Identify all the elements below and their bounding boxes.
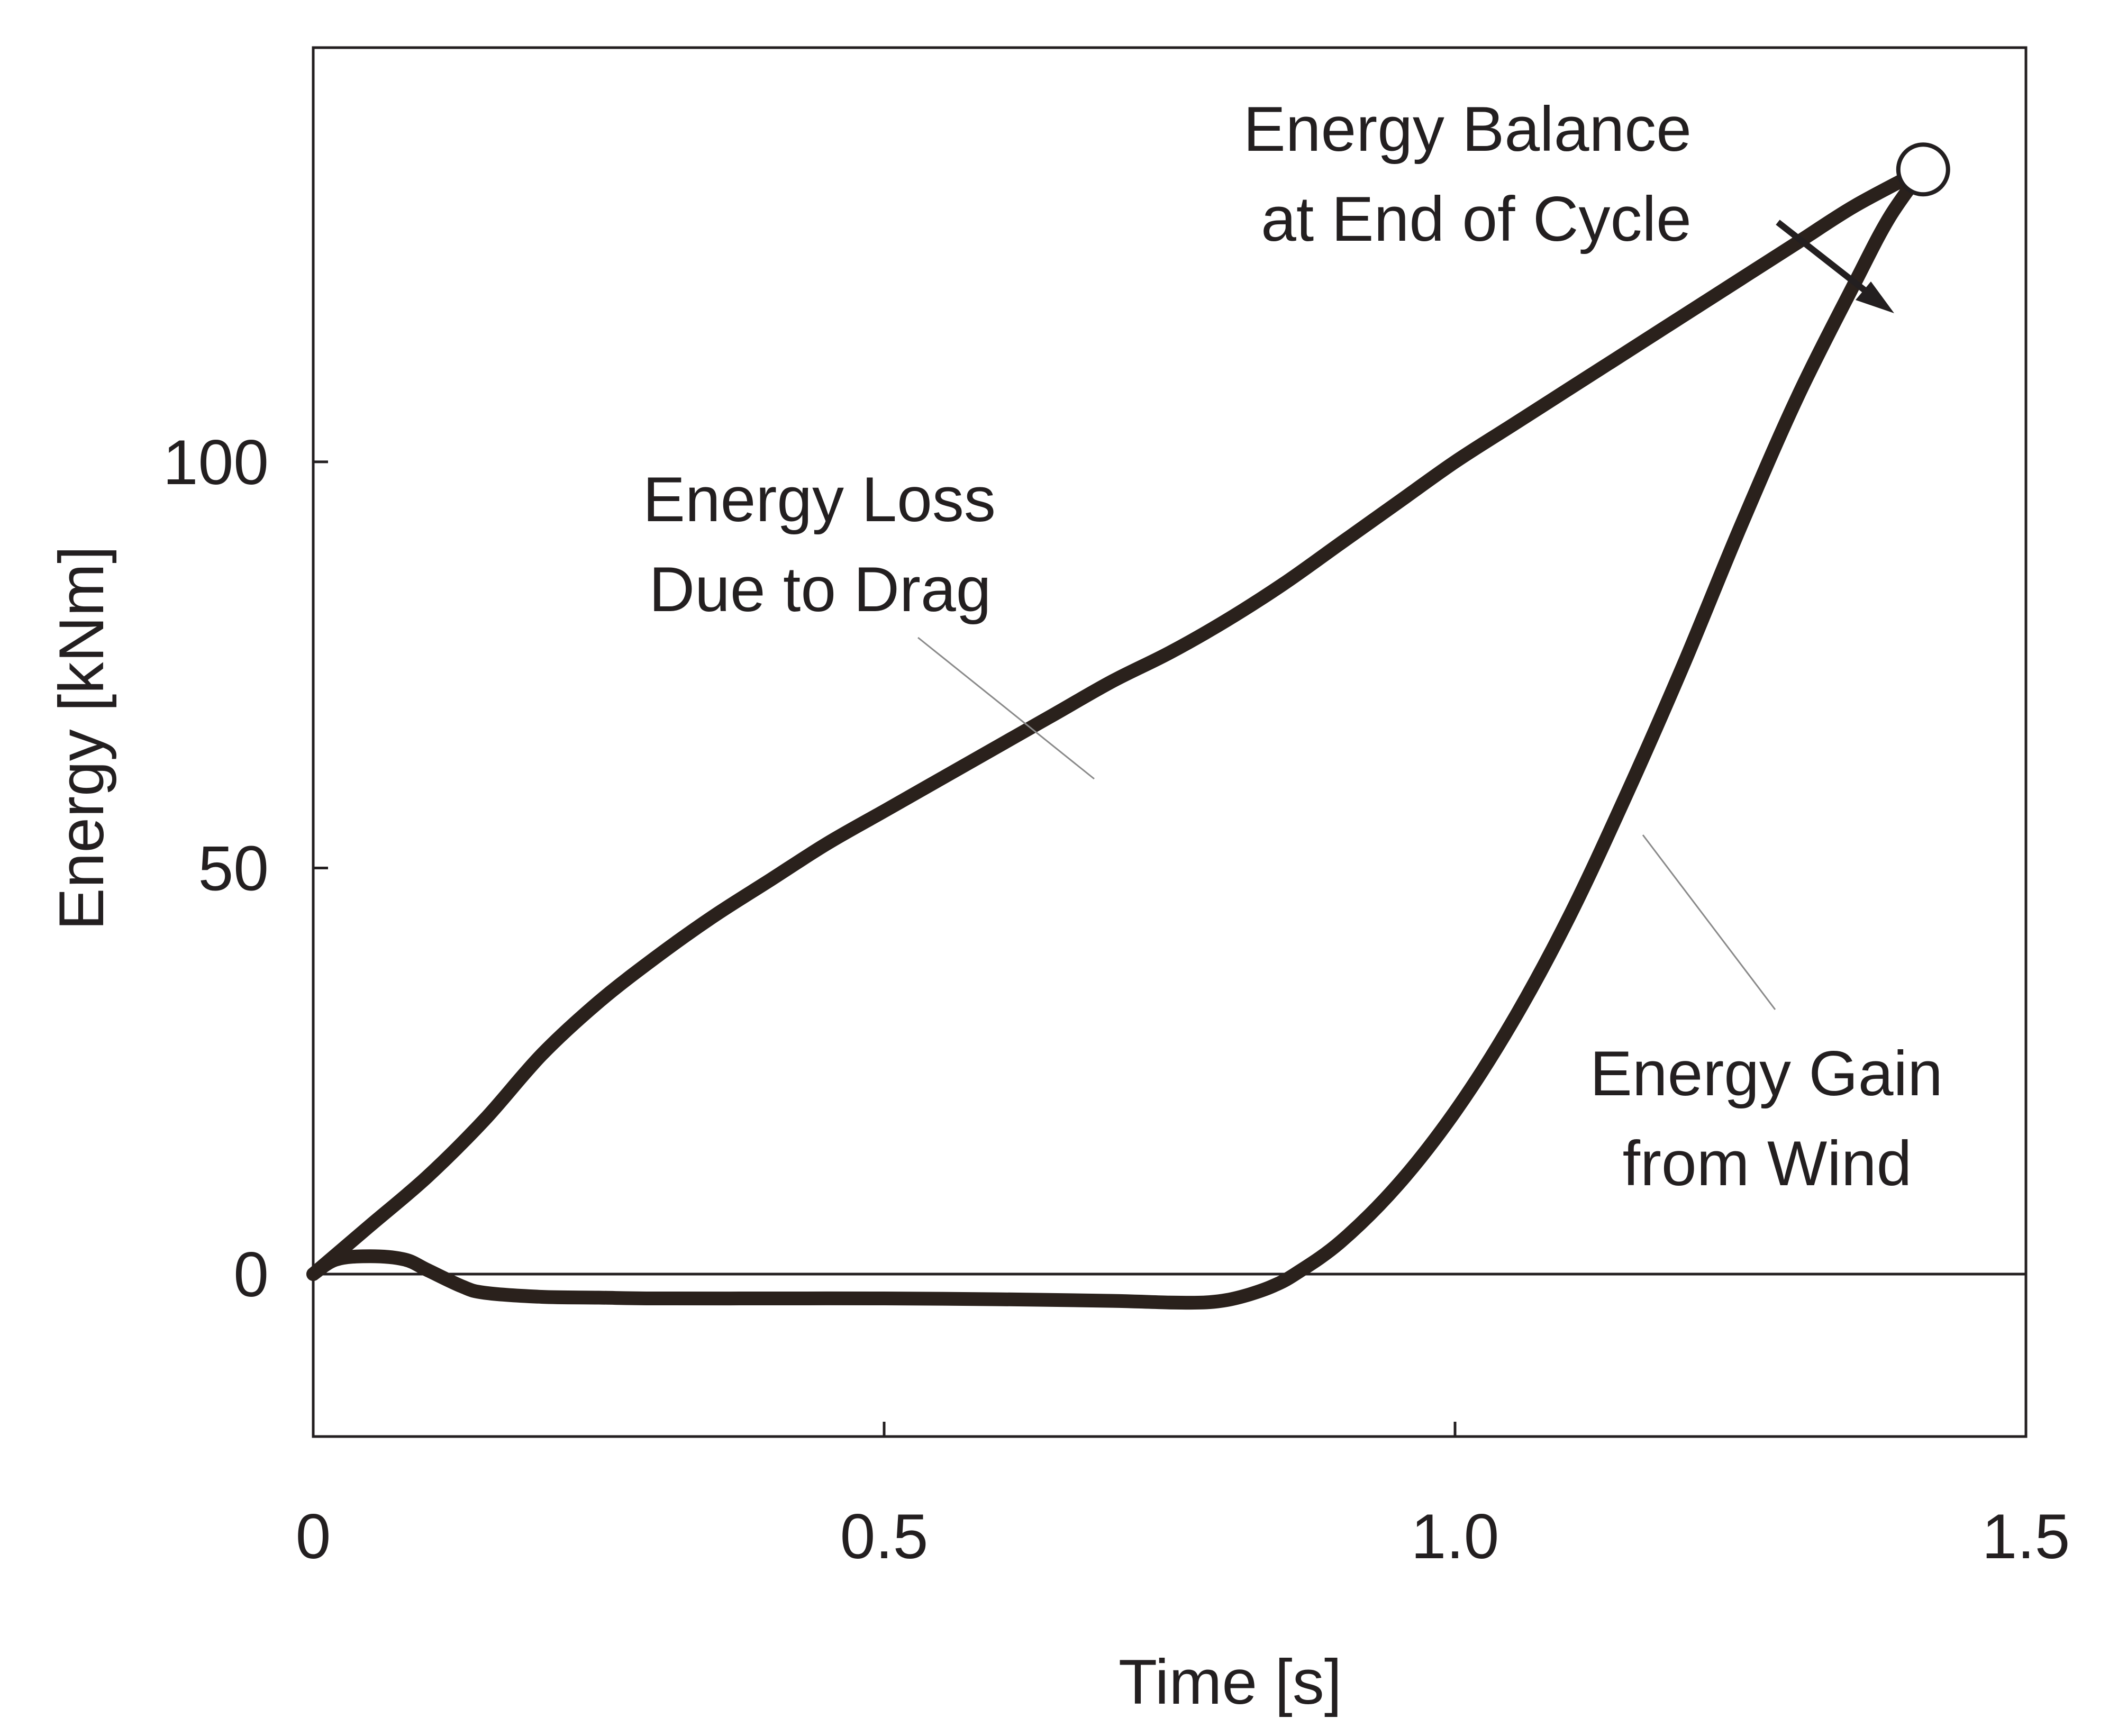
energy-gain-annotation: Energy Gain from Wind (1590, 1038, 1960, 1199)
y-tick-label: 50 (198, 833, 269, 904)
energy-balance-end-marker (1896, 142, 1950, 197)
x-tick-label: 1.5 (1982, 1501, 2070, 1572)
x-axis-title: Time [s] (1119, 1647, 1342, 1717)
y-tick-label: 100 (163, 427, 269, 498)
annotation-line: Energy Balance (1243, 94, 1692, 165)
annotation-line: Energy Loss (643, 464, 996, 535)
x-tick-label: 0 (296, 1501, 331, 1572)
plot-frame (312, 46, 2028, 1438)
energy-balance-arrow-line (1776, 220, 1872, 297)
y-tick-label: 0 (233, 1239, 269, 1310)
y-axis-title: Energy [kNm] (46, 546, 117, 931)
x-tick-label: 1.0 (1411, 1501, 1499, 1572)
annotation-line: from Wind (1623, 1128, 1912, 1199)
energy-gain-leader-line (1642, 834, 1776, 1010)
energy-balance-arrowhead (1856, 281, 1894, 313)
energy-loss-annotation: Energy Loss Due to Drag (643, 464, 1013, 625)
series-energy-gain-line (306, 162, 1930, 1310)
series-energy-loss-line (306, 162, 1930, 1281)
x-axis-ticks: 0 0.5 1.0 1.5 (296, 1422, 2070, 1572)
annotation-line: Due to Drag (649, 554, 992, 625)
x-tick-label: 0.5 (840, 1501, 929, 1572)
y-axis-ticks: 0 50 100 (163, 427, 328, 1310)
energy-balance-annotation: Energy Balance at End of Cycle (1243, 94, 1710, 255)
annotation-line: at End of Cycle (1261, 184, 1692, 255)
energy-loss-leader-line (917, 637, 1095, 780)
annotation-line: Energy Gain (1590, 1038, 1943, 1109)
